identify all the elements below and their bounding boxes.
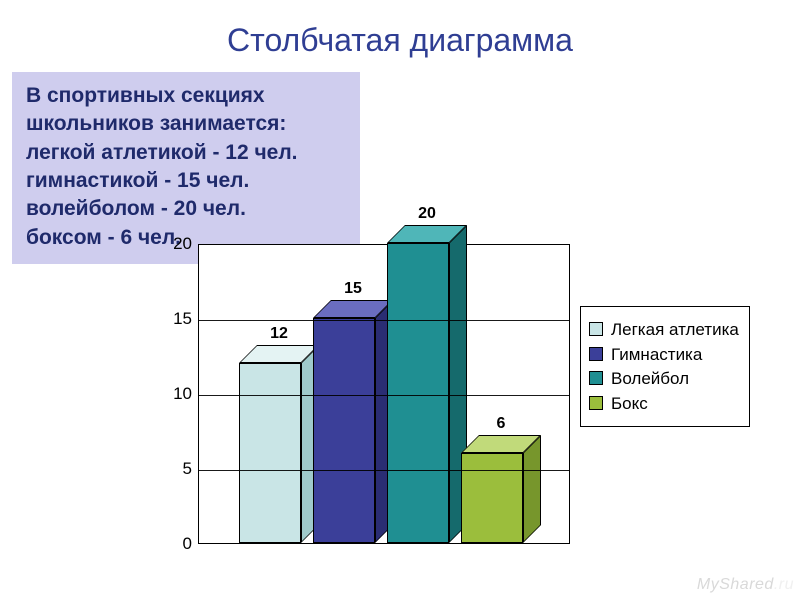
bar-front	[387, 243, 449, 543]
grid-line	[199, 470, 569, 471]
bar-front	[239, 363, 301, 543]
bar-value-label: 15	[344, 280, 362, 298]
watermark: MyShared.ru	[697, 576, 794, 594]
grid-line	[199, 320, 569, 321]
bar-front	[313, 318, 375, 543]
bar-front	[461, 453, 523, 543]
y-tick-label: 5	[142, 459, 192, 479]
watermark-main: MyShared	[697, 576, 774, 593]
legend-swatch	[589, 371, 603, 385]
legend-item: Волейбол	[589, 369, 741, 389]
y-tick-label: 15	[142, 309, 192, 329]
watermark-dim: .ru	[774, 576, 794, 593]
page-title: Столбчатая диаграмма	[0, 22, 800, 59]
legend-label: Бокс	[611, 394, 648, 414]
y-tick-label: 20	[142, 234, 192, 254]
legend-item: Легкая атлетика	[589, 320, 741, 340]
legend-label: Волейбол	[611, 369, 689, 389]
grid-line	[199, 395, 569, 396]
plot-area: 1215206	[198, 244, 570, 544]
legend: Легкая атлетика Гимнастика Волейбол Бокс	[580, 306, 750, 427]
legend-label: Легкая атлетика	[611, 320, 739, 340]
legend-swatch	[589, 347, 603, 361]
bar-value-label: 12	[270, 325, 288, 343]
y-tick-label: 0	[142, 534, 192, 554]
info-line: В спортивных секциях	[26, 82, 346, 110]
legend-item: Гимнастика	[589, 345, 741, 365]
bar: 20	[387, 225, 467, 543]
bar-value-label: 20	[418, 205, 436, 223]
y-tick-label: 10	[142, 384, 192, 404]
info-line: школьников занимается:	[26, 110, 346, 138]
info-line: легкой атлетикой - 12 чел.	[26, 139, 346, 167]
info-line: волейболом - 20 чел.	[26, 195, 346, 223]
bar: 6	[461, 435, 541, 543]
legend-swatch	[589, 322, 603, 336]
legend-label: Гимнастика	[611, 345, 702, 365]
bar: 15	[313, 300, 393, 543]
info-line: гимнастикой - 15 чел.	[26, 167, 346, 195]
legend-item: Бокс	[589, 394, 741, 414]
bar-value-label: 6	[497, 415, 506, 433]
bars-container: 1215206	[199, 245, 569, 543]
bar-chart: 05101520 1215206 Легкая атлетикаГимнасти…	[128, 244, 668, 564]
bar-side	[523, 435, 541, 543]
legend-swatch	[589, 396, 603, 410]
y-axis: 05101520	[142, 244, 192, 544]
bar: 12	[239, 345, 319, 543]
